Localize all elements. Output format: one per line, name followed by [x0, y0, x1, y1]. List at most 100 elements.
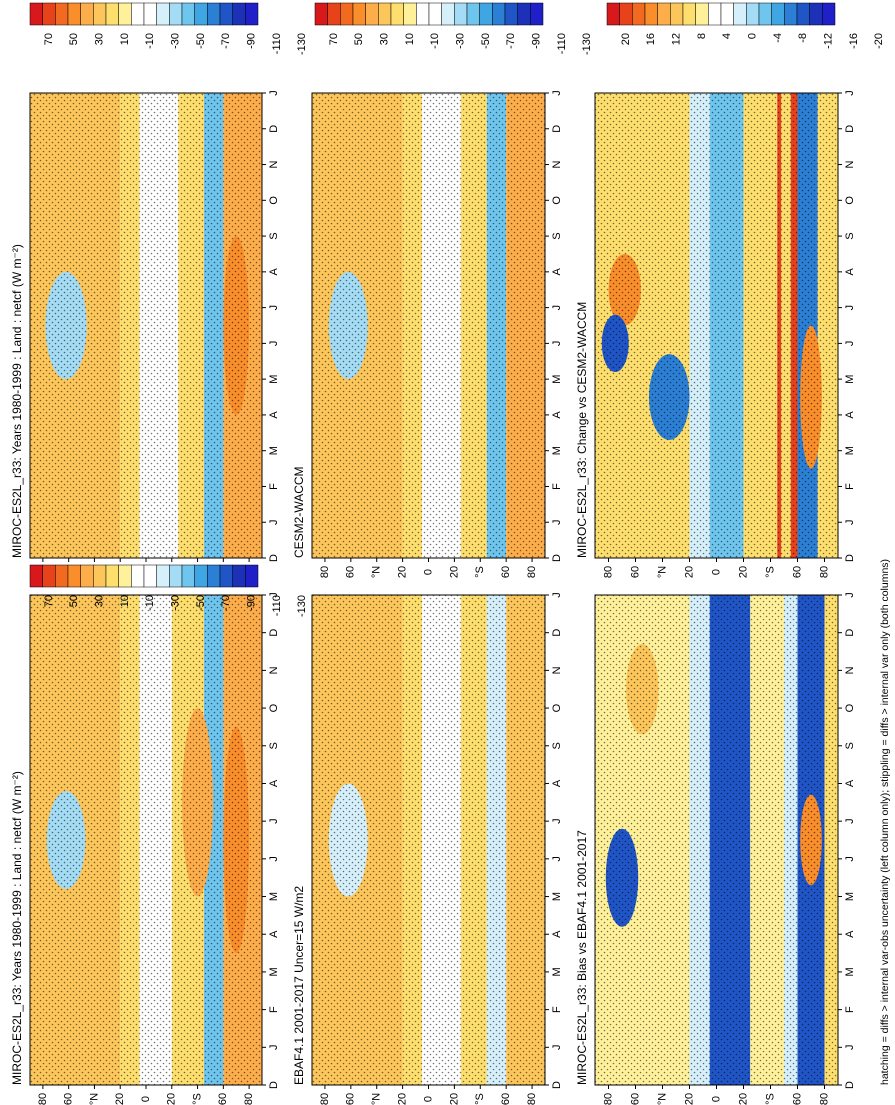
colorbar-swatch	[771, 2, 785, 26]
month-tick-label: D	[268, 125, 280, 133]
month-tick-label: O	[268, 196, 280, 205]
colorbar-label: -130	[296, 33, 308, 55]
month-tick-label: A	[844, 779, 856, 787]
lat-tick-label: 0	[710, 1096, 722, 1102]
colorbar-swatch	[105, 564, 119, 588]
colorbar-swatch	[55, 564, 69, 588]
colorbar-label: -30	[170, 595, 182, 611]
month-tick-label: M	[268, 967, 280, 976]
colorbar-label: -70	[505, 33, 517, 49]
colorbar-label: -90	[246, 33, 258, 49]
colorbar-swatch	[809, 2, 823, 26]
lat-tick-label: 20	[397, 566, 409, 578]
month-tick-label: A	[844, 411, 856, 419]
lat-tick-label: °S	[191, 1093, 203, 1105]
month-tick-label: A	[551, 411, 563, 419]
colorbar-label: 10	[119, 33, 131, 45]
colorbar-swatch	[29, 2, 43, 26]
colorbar-label: -90	[531, 33, 543, 49]
colorbar-label: -10	[144, 33, 156, 49]
month-tick-label: N	[844, 666, 856, 674]
month-tick-label: N	[268, 161, 280, 169]
lat-tick-label: 80	[602, 566, 614, 578]
month-tick-label: D	[844, 554, 856, 562]
colorbar-2: 70 50 30 10 -10 -30 -50 -70 -90 -110 -130	[314, 2, 593, 55]
colorbar-swatch	[181, 564, 195, 588]
month-tick-label: D	[268, 554, 280, 562]
colorbar-swatch	[365, 2, 379, 26]
heatmap-panel-4: D J F M A M J J A S O N D J 80 60 °N 20 0 20 °S 60 80 CESM2-WAC…	[292, 90, 563, 578]
figure-footnote: hatching = diffs > internal var-obs unce…	[879, 559, 891, 1085]
colorbar-swatch	[504, 2, 518, 26]
colorbar-label: -30	[455, 33, 467, 49]
colorbar-label: -4	[772, 33, 784, 43]
colorbar-swatch	[219, 2, 233, 26]
colorbar-swatch	[479, 2, 493, 26]
colorbar-swatch	[207, 2, 221, 26]
lat-tick-label: 20	[683, 1093, 695, 1105]
month-tick-label: D	[844, 125, 856, 133]
lat-tick-label: 60	[63, 1093, 75, 1105]
colorbar-swatch	[131, 564, 145, 588]
month-tick-label: S	[268, 232, 280, 239]
colorbar-swatch	[720, 2, 734, 26]
colorbar-swatch	[245, 564, 259, 588]
month-tick-label: A	[268, 779, 280, 787]
lat-tick-label: 80	[319, 566, 331, 578]
colorbar-swatch	[796, 2, 810, 26]
month-tick-label: S	[551, 742, 563, 749]
colorbar-label: 8	[696, 33, 708, 39]
month-tick-label: O	[844, 703, 856, 712]
month-tick-label: J	[551, 341, 563, 347]
colorbar-swatch	[156, 564, 170, 588]
heatmap-panel-2: DJFMAMJJASONDJ8060°N20020°S6080MIROC-ES2…	[10, 90, 280, 578]
colorbar-swatch	[156, 2, 170, 26]
lat-tick-label: 60	[629, 566, 641, 578]
colorbar-swatch	[530, 2, 544, 26]
colorbar-label: 50	[68, 595, 80, 607]
colorbar-label: 0	[747, 33, 759, 39]
month-tick-label: J	[844, 1045, 856, 1051]
colorbar-swatch	[181, 2, 195, 26]
colorbar-swatch	[327, 2, 341, 26]
stippling-overlay	[30, 595, 262, 1085]
panel-title: MIROC-ES2L_r33: Years 1980-1999 : Land :…	[10, 771, 24, 1085]
month-tick-label: F	[268, 483, 280, 490]
colorbar-swatch	[822, 2, 836, 26]
colorbar-label: -130	[296, 595, 308, 617]
month-tick-label: F	[268, 1006, 280, 1013]
colorbar-label: 4	[721, 33, 733, 39]
lat-tick-label: 80	[818, 566, 830, 578]
lat-tick-label: 60	[500, 1093, 512, 1105]
panel-title: CESM2-WACCM	[292, 466, 306, 558]
colorbar-swatch	[80, 564, 94, 588]
month-tick-label: A	[268, 930, 280, 938]
lat-tick-label: 20	[166, 1093, 178, 1105]
month-tick-label: F	[844, 483, 856, 490]
month-tick-label: O	[268, 703, 280, 712]
month-tick-label: O	[551, 703, 563, 712]
month-tick-label: M	[844, 967, 856, 976]
colorbar-swatch	[454, 2, 468, 26]
colorbar-label: 30	[94, 595, 106, 607]
colorbar-swatch	[466, 2, 480, 26]
panel-title: MIROC-ES2L_r33: Bias vs EBAF4.1 2001-201…	[575, 830, 589, 1085]
colorbar-swatch	[169, 2, 183, 26]
month-tick-label: N	[268, 666, 280, 674]
lat-tick-label: 80	[37, 1093, 49, 1105]
lat-tick-label: °N	[88, 1093, 100, 1105]
colorbar-swatch	[207, 564, 221, 588]
lat-tick-label: °N	[371, 1093, 383, 1105]
lat-tick-label: °S	[474, 566, 486, 578]
colorbar-swatch	[695, 2, 709, 26]
month-tick-label: A	[268, 411, 280, 419]
month-tick-label: D	[551, 1081, 563, 1089]
colorbar-label: 70	[43, 595, 55, 607]
lat-tick-label: 60	[500, 566, 512, 578]
month-tick-label: J	[268, 519, 280, 525]
colorbar-label: -50	[195, 33, 207, 49]
month-tick-label: D	[551, 125, 563, 133]
colorbar-label: -10	[144, 595, 156, 611]
month-tick-label: J	[551, 90, 563, 96]
month-tick-label: D	[268, 629, 280, 637]
